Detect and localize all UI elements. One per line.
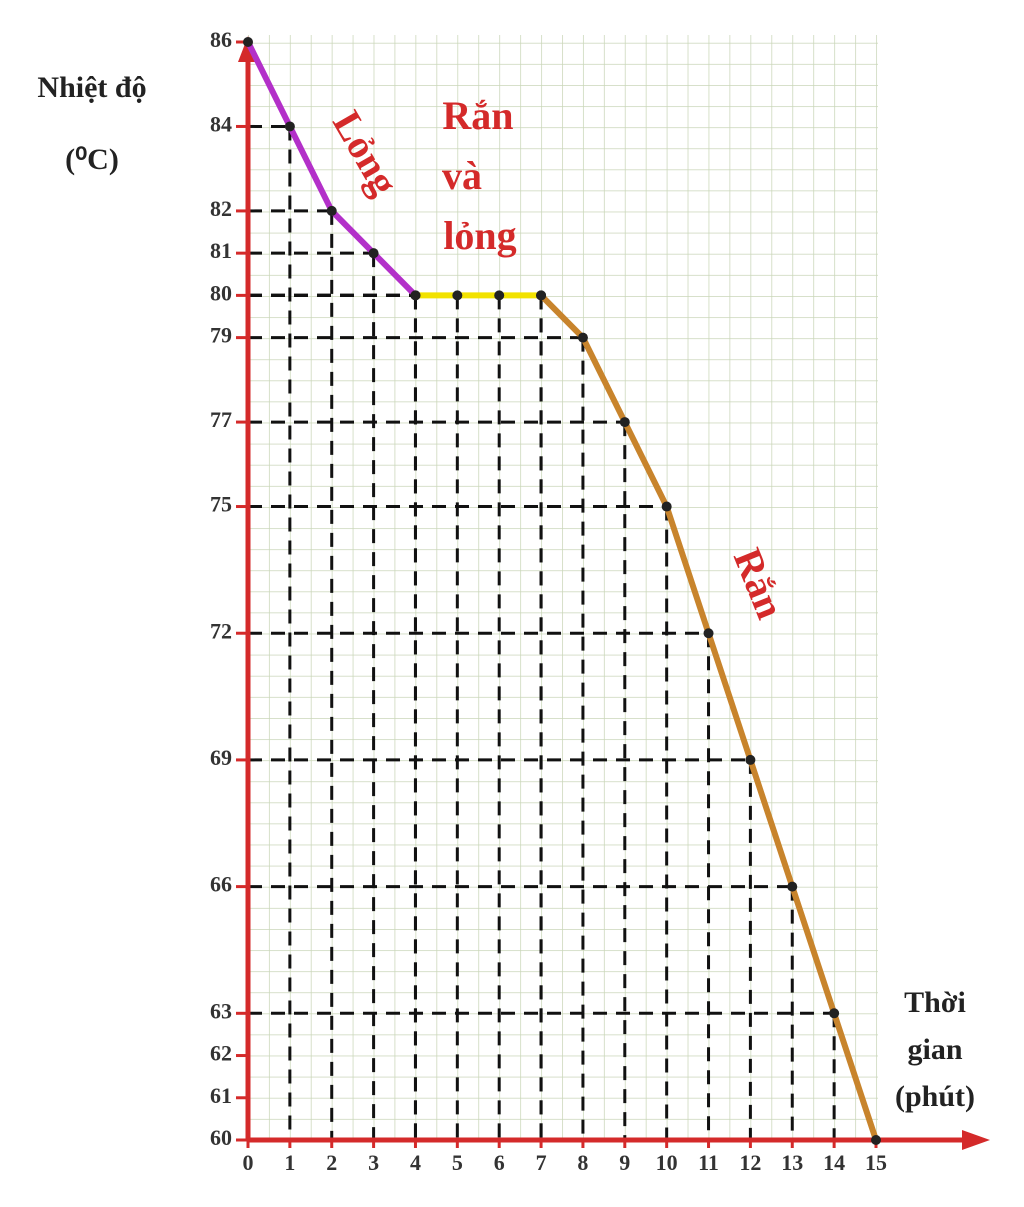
y-tick-label: 60 [210, 1125, 232, 1150]
x-axis-title: gian [907, 1033, 962, 1066]
x-tick-label: 11 [698, 1150, 719, 1175]
annotation: lỏng [443, 213, 516, 258]
x-tick-label: 10 [656, 1150, 678, 1175]
x-tick-label: 6 [494, 1150, 505, 1175]
data-point [410, 290, 421, 301]
y-tick-label: 81 [210, 238, 232, 263]
data-point [452, 290, 463, 301]
x-tick-label: 2 [326, 1150, 337, 1175]
annotation: và [442, 153, 482, 198]
y-tick-label: 77 [210, 407, 232, 432]
data-point [829, 1008, 840, 1019]
x-tick-label: 8 [577, 1150, 588, 1175]
y-tick-label: 72 [210, 618, 232, 643]
y-tick-label: 80 [210, 280, 232, 305]
y-tick-label: 62 [210, 1041, 232, 1066]
x-axis-title: (phút) [895, 1080, 975, 1113]
y-tick-label: 63 [210, 998, 232, 1023]
y-tick-label: 61 [210, 1083, 232, 1108]
data-point [661, 501, 672, 512]
y-axis-title: Nhiệt độ [37, 71, 146, 104]
x-tick-label: 9 [619, 1150, 630, 1175]
data-point [243, 37, 253, 47]
data-point [745, 754, 756, 765]
data-point [619, 417, 630, 428]
y-tick-label: 84 [210, 112, 232, 137]
data-point [703, 628, 714, 639]
data-point [787, 881, 798, 892]
data-point [326, 205, 337, 216]
y-tick-label: 75 [210, 492, 232, 517]
y-axis-title: (⁰C) [65, 143, 119, 176]
x-tick-label: 13 [781, 1150, 803, 1175]
x-tick-label: 3 [368, 1150, 379, 1175]
x-tick-label: 12 [739, 1150, 761, 1175]
x-tick-label: 7 [536, 1150, 547, 1175]
y-tick-label: 69 [210, 745, 232, 770]
x-tick-label: 1 [284, 1150, 295, 1175]
x-tick-label: 5 [452, 1150, 463, 1175]
data-point [368, 248, 379, 259]
x-axis-title: Thời [904, 986, 966, 1019]
data-point [494, 290, 505, 301]
grid-background [248, 35, 878, 1140]
y-tick-label: 82 [210, 196, 232, 221]
x-axis-arrow [962, 1130, 990, 1150]
data-point [871, 1135, 881, 1145]
data-point [284, 121, 295, 132]
y-tick-label: 79 [210, 323, 232, 348]
y-tick-label: 66 [210, 872, 232, 897]
data-point [577, 332, 588, 343]
annotation: Rắn [442, 93, 513, 138]
data-point [536, 290, 547, 301]
x-tick-label: 0 [243, 1150, 254, 1175]
x-tick-label: 14 [823, 1150, 845, 1175]
x-tick-label: 4 [410, 1150, 421, 1175]
y-tick-label: 86 [210, 27, 232, 52]
x-tick-label: 15 [865, 1150, 887, 1175]
